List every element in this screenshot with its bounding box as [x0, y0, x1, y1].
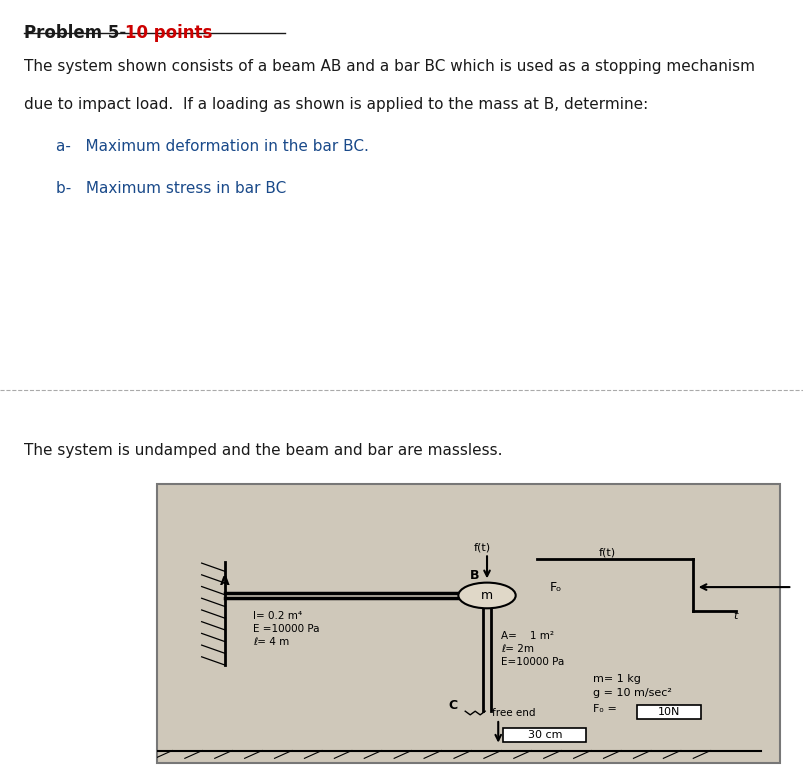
Bar [157, 484, 779, 763]
Circle shape [458, 583, 515, 608]
FancyBboxPatch shape [503, 727, 585, 741]
Text: ℓ= 4 m: ℓ= 4 m [253, 638, 289, 647]
Text: due to impact load.  If a loading as shown is applied to the mass at B, determin: due to impact load. If a loading as show… [24, 97, 647, 112]
Text: Fₒ: Fₒ [548, 581, 560, 594]
Text: 10 points: 10 points [124, 24, 212, 43]
Text: g = 10 m/sec²: g = 10 m/sec² [593, 689, 671, 699]
Text: m: m [480, 589, 492, 602]
Text: m= 1 kg: m= 1 kg [593, 674, 640, 684]
Text: f(t): f(t) [473, 543, 490, 553]
Text: b-   Maximum stress in bar BC: b- Maximum stress in bar BC [56, 181, 286, 196]
Text: 10N: 10N [657, 707, 679, 717]
Text: Fₒ =: Fₒ = [593, 704, 616, 714]
Text: Problem 5-: Problem 5- [24, 24, 132, 43]
Text: The system is undamped and the beam and bar are massless.: The system is undamped and the beam and … [24, 443, 502, 458]
Text: C: C [448, 699, 457, 712]
Text: The system shown consists of a beam AB and a bar BC which is used as a stopping : The system shown consists of a beam AB a… [24, 59, 754, 74]
Text: 30 cm: 30 cm [527, 730, 561, 740]
Text: t: t [732, 611, 736, 621]
Text: E =10000 Pa: E =10000 Pa [253, 625, 320, 635]
Text: I= 0.2 m⁴: I= 0.2 m⁴ [253, 611, 302, 621]
Text: free end: free end [491, 708, 535, 718]
Text: E=10000 Pa: E=10000 Pa [500, 657, 563, 667]
Text: A=    1 m²: A= 1 m² [500, 631, 553, 641]
Text: a-   Maximum deformation in the bar BC.: a- Maximum deformation in the bar BC. [56, 139, 369, 154]
FancyBboxPatch shape [637, 705, 700, 720]
Text: A: A [220, 575, 230, 587]
Text: B: B [469, 569, 479, 582]
Text: f(t): f(t) [598, 547, 616, 557]
Text: ℓ= 2m: ℓ= 2m [500, 644, 533, 654]
